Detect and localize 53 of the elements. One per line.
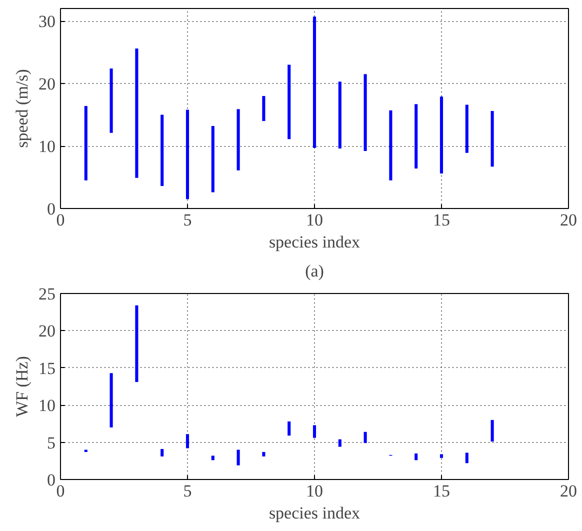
x-tick-label: 5 <box>183 482 192 500</box>
bar <box>135 305 138 382</box>
bar <box>490 420 494 442</box>
bar <box>440 454 444 458</box>
bar <box>262 452 266 456</box>
bar <box>414 453 418 460</box>
bar <box>288 421 291 436</box>
bar <box>312 425 316 438</box>
y-tick-label: 30 <box>38 12 56 31</box>
y-tick-label: 15 <box>38 358 56 378</box>
bar <box>440 96 444 174</box>
bar <box>414 104 418 168</box>
bar <box>389 110 392 180</box>
y-tick-label: 10 <box>38 137 56 156</box>
bar <box>186 110 190 200</box>
bar <box>465 104 468 153</box>
x-tick-label: 10 <box>306 210 323 230</box>
bar <box>262 96 266 121</box>
bar <box>288 64 291 140</box>
x-axis-title: species index <box>268 504 361 522</box>
bar <box>338 82 342 148</box>
x-tick-label: 5 <box>183 210 192 230</box>
y-tick-label: 20 <box>38 74 56 94</box>
y-tick-label: 10 <box>38 396 56 416</box>
x-tick-label: 10 <box>306 482 323 500</box>
x-axis-title: species index <box>268 232 361 252</box>
y-tick-label: 20 <box>38 322 56 341</box>
bar <box>211 456 214 460</box>
x-tick-label: 15 <box>433 482 450 500</box>
bar <box>84 106 88 180</box>
x-tick-label: 20 <box>560 482 577 500</box>
bar <box>236 109 240 170</box>
bar <box>211 126 214 192</box>
y-axis-title: speed (m/s) <box>12 69 32 148</box>
bar <box>160 448 164 456</box>
bar <box>110 68 113 133</box>
bar <box>186 434 190 448</box>
bar <box>490 111 494 167</box>
bar <box>236 450 240 466</box>
bar <box>465 452 468 464</box>
bar <box>110 373 113 428</box>
x-tick-label: 20 <box>560 210 577 230</box>
y-axis-title: WF (Hz) <box>12 356 32 417</box>
bar <box>135 48 138 178</box>
bar <box>338 439 342 447</box>
text: (a) <box>305 262 324 280</box>
bar <box>160 114 164 186</box>
x-tick-label: 15 <box>433 210 450 230</box>
bar <box>364 432 367 444</box>
bar <box>364 74 367 151</box>
bar <box>312 16 316 148</box>
y-tick-label: 5 <box>47 433 56 452</box>
y-tick-label: 25 <box>38 284 56 304</box>
